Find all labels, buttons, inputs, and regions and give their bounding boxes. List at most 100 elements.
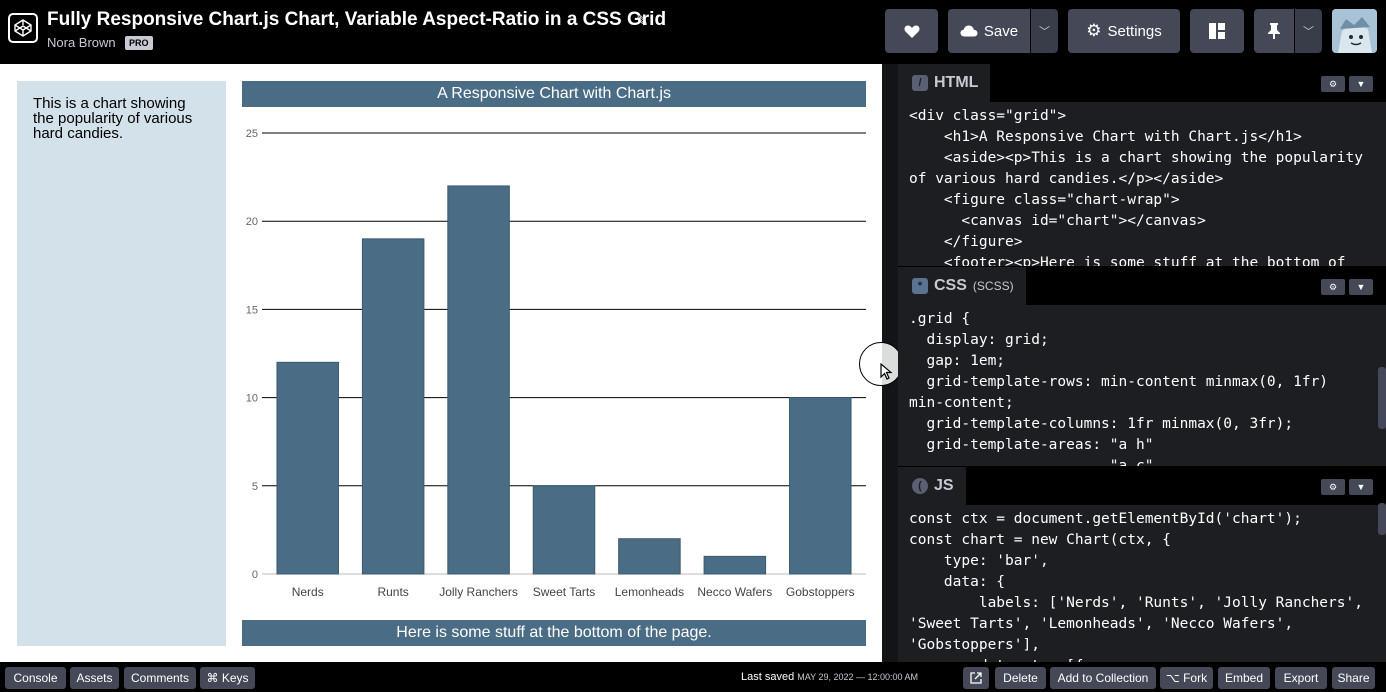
code-line: </figure> [909,234,1023,250]
pencil-icon[interactable]: ✎ [636,13,649,30]
css-editor: * CSS (SCSS) ⚙ ▼ .grid { display: grid; … [898,266,1386,466]
chevron-down-icon: ▼ [1356,79,1366,89]
code-line: <h1>A Responsive Chart with Chart.js</h1… [909,129,1302,145]
chart-title: A Responsive Chart with Chart.js [242,81,866,107]
code-line: <aside><p>This is a chart showing the po… [909,150,1363,166]
tab-css[interactable]: * CSS (SCSS) [898,267,1026,305]
layout-icon [1209,23,1225,39]
open-external-button[interactable] [963,667,989,689]
bar [276,361,339,575]
export-button[interactable]: Export [1275,667,1327,689]
html-code[interactable]: <div class="grid"> <h1>A Responsive Char… [909,106,1363,266]
code-line: <div class="grid"> [909,108,1067,124]
avatar-icon [1332,9,1377,53]
share-button[interactable]: Share [1332,667,1375,689]
y-tick-label: 5 [252,481,258,493]
code-line: <figure class="chart-wrap"> [909,192,1180,208]
editor-header: / HTML ⚙ ▼ [898,64,1386,102]
code-line: datasets: [{ [909,656,1363,662]
aside-text: This is a chart showing the popularity o… [33,95,193,142]
html-editor: / HTML ⚙ ▼ <div class="grid"> <h1>A Resp… [898,64,1386,266]
y-tick-label: 0 [252,569,258,581]
editor-header: * CSS (SCSS) ⚙ ▼ [898,267,1386,305]
tab-label: JS [934,477,954,494]
resize-cursor-indicator [859,342,903,386]
pin-button[interactable] [1254,9,1294,53]
delete-button[interactable]: Delete [995,667,1046,689]
x-tick-label: Jolly Ranchers [439,585,518,599]
gear-icon: ⚙ [1328,78,1338,89]
settings-button[interactable]: ⚙ Settings [1068,9,1180,53]
code-line: labels: ['Nerds', 'Runts', 'Jolly Ranche… [909,595,1363,611]
editor-settings-button[interactable]: ⚙ [1321,479,1345,495]
y-tick-label: 15 [246,304,258,316]
settings-label: Settings [1107,22,1162,40]
last-saved-label: Last saved [741,671,795,683]
gear-icon: ⚙ [1328,281,1338,292]
tab-label: HTML [934,74,979,91]
author-name[interactable]: Nora Brown [47,35,116,50]
add-to-collection-button[interactable]: Add to Collection [1050,667,1156,689]
css-scrollbar[interactable] [1378,367,1386,429]
js-editor: ( JS ⚙ ▼ const ctx = document.getElement… [898,466,1386,662]
js-scrollbar[interactable] [1378,503,1386,535]
code-line: const ctx = document.getElementById('cha… [909,511,1302,527]
codepen-logo[interactable] [8,13,38,43]
chevron-down-icon: ▼ [1356,282,1366,292]
last-saved-date: MAY 29, 2022 — 12:00:00 AM [797,672,919,682]
x-tick-label: Lemonheads [615,585,684,599]
fork-button[interactable]: ⌥ Fork [1160,667,1213,689]
css-code[interactable]: .grid { display: grid; gap: 1em; grid-te… [909,309,1328,466]
change-view-button[interactable] [1190,9,1244,53]
bar [361,238,425,575]
cloud-icon [960,25,978,37]
bar [532,485,596,575]
editor-settings-button[interactable]: ⚙ [1321,76,1345,92]
code-line: gap: 1em; [909,353,1006,369]
js-code[interactable]: const ctx = document.getElementById('cha… [909,509,1363,662]
gear-icon: ⚙ [1328,481,1338,492]
bar [789,397,852,575]
preview-pane: This is a chart showing the popularity o… [0,64,882,662]
bottom-bar: Console Assets Comments ⌘ Keys Last save… [0,662,1386,692]
x-tick-label: Sweet Tarts [533,585,595,599]
x-tick-label: Runts [377,585,408,599]
header: Fully Responsive Chart.js Chart, Variabl… [0,0,1386,64]
code-line: <canvas id="chart"></canvas> [909,213,1206,229]
code-line: 'Sweet Tarts', 'Lemonheads', 'Necco Wafe… [909,616,1294,632]
pin-dropdown-button[interactable]: ﹀ [1295,9,1322,53]
chevron-down-icon: ﹀ [1039,26,1050,38]
cursor-icon [880,363,893,380]
editor-settings-button[interactable]: ⚙ [1321,279,1345,295]
code-line: const chart = new Chart(ctx, { [909,532,1171,548]
assets-button[interactable]: Assets [70,667,119,689]
code-line: 'Gobstoppers'], [909,637,1040,653]
editor-collapse-button[interactable]: ▼ [1349,279,1373,295]
bar [447,185,510,575]
save-button[interactable]: Save [948,9,1030,53]
user-avatar[interactable] [1332,9,1377,53]
tab-sublabel: (SCSS) [972,279,1014,293]
embed-button[interactable]: Embed [1218,667,1270,689]
tab-html[interactable]: / HTML [898,64,991,102]
heart-icon [903,25,920,38]
console-button[interactable]: Console [5,667,66,689]
pro-badge: PRO [125,36,153,50]
x-tick-label: Gobstoppers [786,585,855,599]
save-dropdown-button[interactable]: ﹀ [1031,9,1058,53]
code-line: .grid { [909,311,971,327]
editor-collapse-button[interactable]: ▼ [1349,479,1373,495]
css-icon: * [912,278,928,294]
tab-label: CSS [934,277,967,294]
tab-js[interactable]: ( JS [898,467,966,505]
love-button[interactable] [885,9,938,53]
last-saved: Last saved MAY 29, 2022 — 12:00:00 AM [741,671,918,683]
html-icon: / [912,75,928,91]
comments-button[interactable]: Comments [124,667,196,689]
code-line: type: 'bar', [909,553,1049,569]
keys-button[interactable]: ⌘ Keys [200,667,255,689]
y-tick-label: 25 [246,128,258,140]
code-line: grid-template-rows: min-content minmax(0… [909,374,1329,390]
editor-collapse-button[interactable]: ▼ [1349,76,1373,92]
